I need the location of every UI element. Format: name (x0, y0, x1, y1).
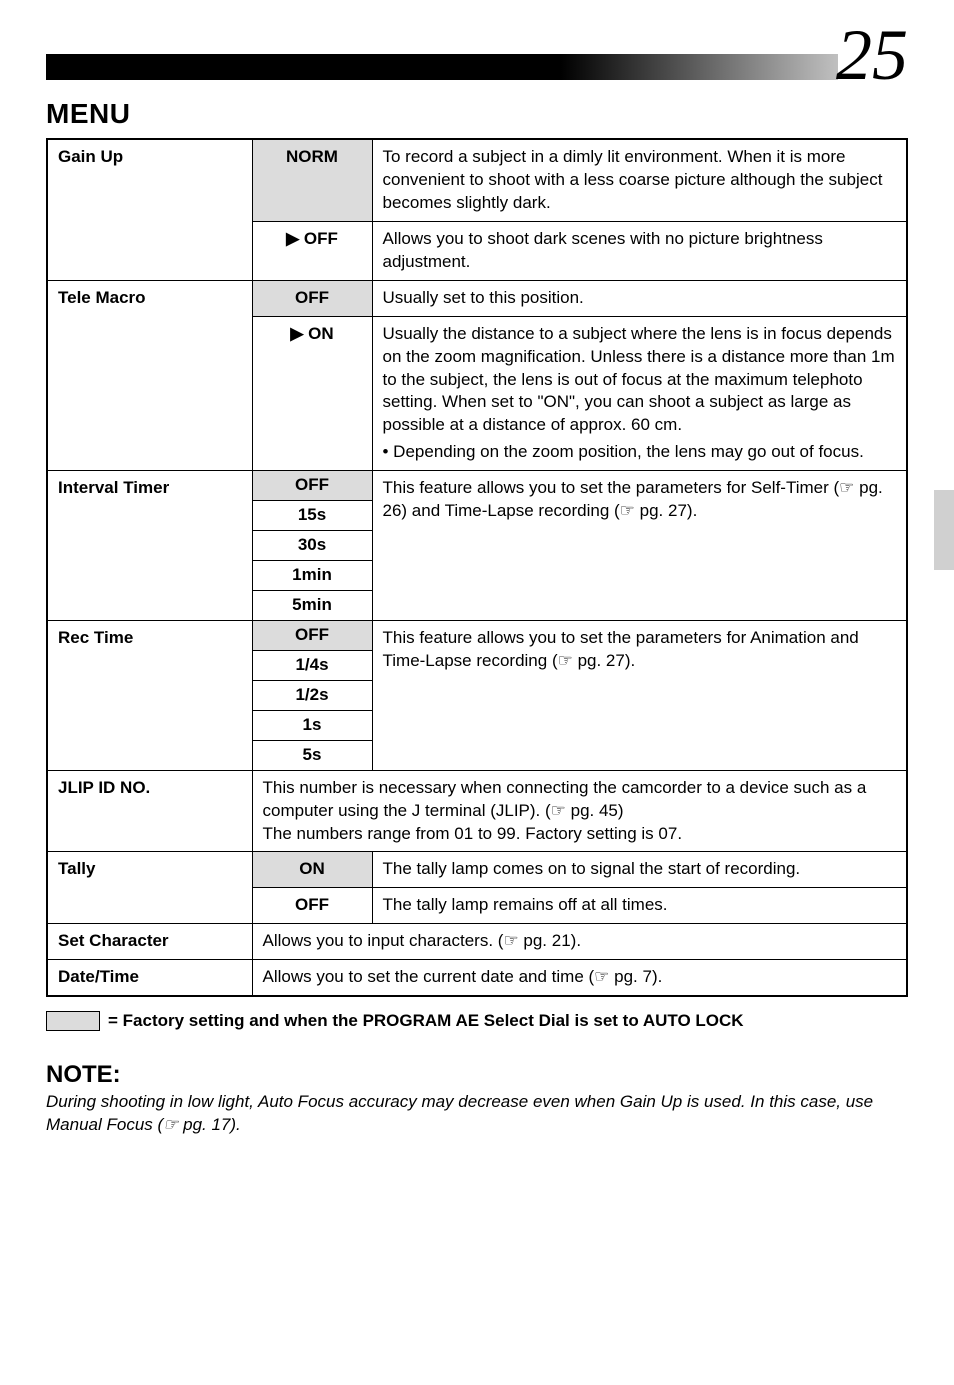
page-header: 25 (46, 30, 908, 92)
menu-table: Gain Up NORM To record a subject in a di… (46, 138, 908, 997)
table-row: Interval Timer OFF 15s 30s 1min 5min Thi… (47, 471, 907, 621)
option-value: OFF (253, 471, 372, 501)
table-row: JLIP ID NO. This number is necessary whe… (47, 770, 907, 852)
option-description: Allows you to input characters. (☞ pg. 2… (252, 924, 907, 960)
table-row: Set Character Allows you to input charac… (47, 924, 907, 960)
option-description: To record a subject in a dimly lit envir… (372, 139, 907, 221)
option-value: 1min (253, 561, 372, 591)
option-value: ON (252, 852, 372, 888)
menu-heading: MENU (46, 98, 908, 130)
option-description: The tally lamp remains off at all times. (372, 888, 907, 924)
content-area: MENU Gain Up NORM To record a subject in… (0, 98, 954, 1137)
option-value: 30s (253, 531, 372, 561)
option-description: Usually the distance to a subject where … (372, 316, 907, 471)
legend: = Factory setting and when the PROGRAM A… (46, 1011, 908, 1031)
option-description: Usually set to this position. (372, 280, 907, 316)
note-heading: NOTE: (46, 1061, 908, 1089)
param-set-character: Set Character (47, 924, 252, 960)
option-value: OFF (253, 621, 372, 651)
side-tab (934, 490, 954, 570)
param-rec-time: Rec Time (47, 620, 252, 770)
param-jlip: JLIP ID NO. (47, 770, 252, 852)
option-value: 15s (253, 501, 372, 531)
table-row: Tele Macro OFF Usually set to this posit… (47, 280, 907, 316)
header-gradient (46, 54, 838, 80)
option-description: This feature allows you to set the param… (372, 471, 907, 621)
legend-swatch (46, 1011, 100, 1031)
table-row: Tally ON The tally lamp comes on to sign… (47, 852, 907, 888)
option-description: This number is necessary when connecting… (252, 770, 907, 852)
option-description: Allows you to shoot dark scenes with no … (372, 221, 907, 280)
desc-bullet: • Depending on the zoom position, the le… (383, 441, 897, 464)
param-interval-timer: Interval Timer (47, 471, 252, 621)
param-tally: Tally (47, 852, 252, 924)
option-value: OFF (252, 280, 372, 316)
param-date-time: Date/Time (47, 960, 252, 996)
option-value: 1/4s (253, 651, 372, 681)
table-row: Rec Time OFF 1/4s 1/2s 1s 5s This featur… (47, 620, 907, 770)
option-description: The tally lamp comes on to signal the st… (372, 852, 907, 888)
option-description: Allows you to set the current date and t… (252, 960, 907, 996)
option-value: ▶ OFF (252, 221, 372, 280)
table-row: Date/Time Allows you to set the current … (47, 960, 907, 996)
option-stack: OFF 1/4s 1/2s 1s 5s (252, 620, 372, 770)
table-row: Gain Up NORM To record a subject in a di… (47, 139, 907, 221)
note-body: During shooting in low light, Auto Focus… (46, 1091, 908, 1137)
desc-text: Usually the distance to a subject where … (383, 324, 895, 435)
param-gain-up: Gain Up (47, 139, 252, 280)
option-value: 5min (253, 591, 372, 620)
option-value: NORM (252, 139, 372, 221)
option-stack: OFF 15s 30s 1min 5min (252, 471, 372, 621)
page-number: 25 (836, 14, 908, 97)
legend-text: = Factory setting and when the PROGRAM A… (108, 1011, 744, 1031)
param-tele-macro: Tele Macro (47, 280, 252, 471)
option-value: 1/2s (253, 681, 372, 711)
option-value: 1s (253, 711, 372, 741)
option-value: OFF (252, 888, 372, 924)
option-value: ▶ ON (252, 316, 372, 471)
option-description: This feature allows you to set the param… (372, 620, 907, 770)
option-value: 5s (253, 741, 372, 770)
